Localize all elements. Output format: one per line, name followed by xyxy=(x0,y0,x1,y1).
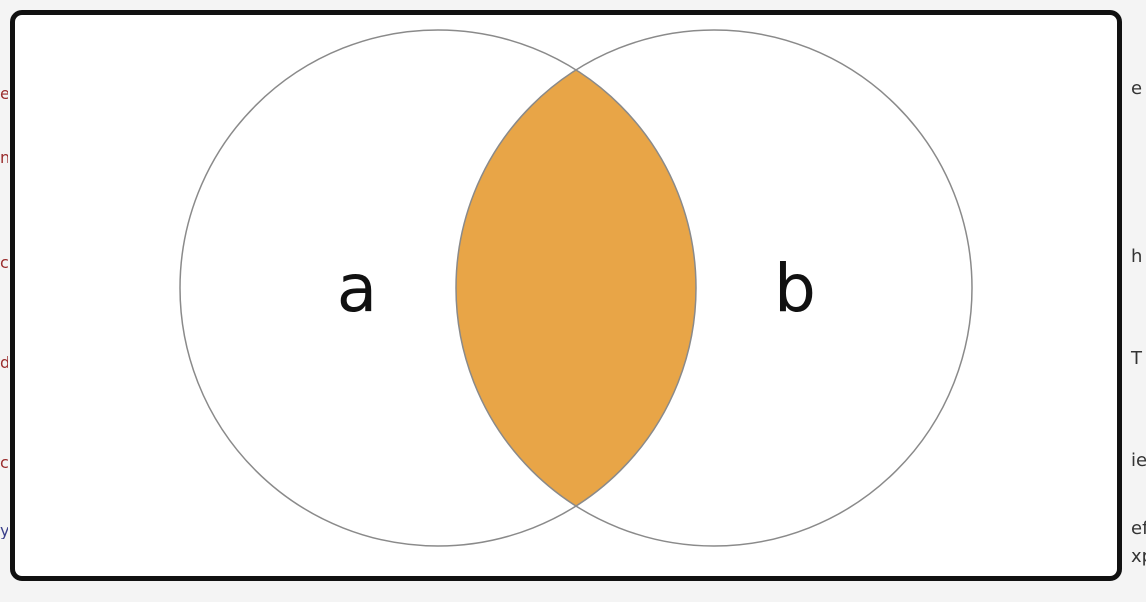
right-edge-fragment: ef xyxy=(1131,518,1146,539)
right-edge-fragment: xp xyxy=(1131,546,1146,567)
left-edge-fragment: d xyxy=(0,355,8,371)
left-edge-fragment: c xyxy=(0,455,8,471)
diagram-frame: a b xyxy=(10,10,1122,581)
right-edge-fragment: e xyxy=(1131,78,1143,99)
right-edge-fragment: ie xyxy=(1131,450,1146,471)
right-edge-fragment: T xyxy=(1131,348,1142,369)
set-b-label: b xyxy=(774,250,816,327)
intersection-region xyxy=(456,30,696,546)
left-edge-fragment: c xyxy=(0,255,8,271)
left-edge-fragment: y xyxy=(0,523,8,539)
set-a-circle xyxy=(179,29,697,547)
left-edge-fragment: e xyxy=(0,86,8,102)
left-edge-fragment: n xyxy=(0,150,8,166)
set-a-label: a xyxy=(337,250,377,327)
set-b-circle xyxy=(455,29,973,547)
right-edge-fragment: h xyxy=(1131,246,1143,267)
venn-diagram: a b xyxy=(179,29,973,547)
